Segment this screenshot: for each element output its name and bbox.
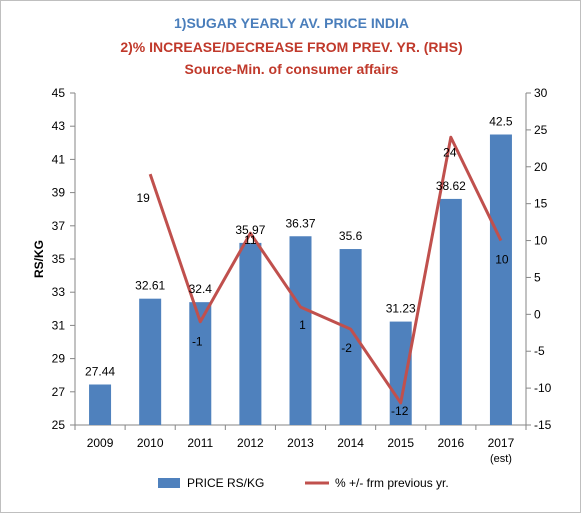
y2-tick-label: -15 (534, 418, 552, 432)
chart-title-line-3: Source-Min. of consumer affairs (184, 61, 399, 77)
price-bar (439, 198, 462, 425)
y-tick-label: 39 (52, 186, 66, 200)
price-data-label: 32.4 (189, 282, 213, 296)
y-tick-label: 35 (52, 252, 66, 266)
pct-data-label: 24 (443, 145, 457, 159)
price-bar (339, 249, 362, 425)
y-tick-label: 27 (52, 385, 66, 399)
price-data-label: 27.44 (85, 364, 115, 378)
price-data-label: 36.37 (285, 216, 315, 230)
price-data-label: 35.97 (235, 223, 265, 237)
pct-data-label: 10 (495, 253, 509, 267)
y2-tick-label: 10 (534, 234, 548, 248)
legend-bar-label: PRICE RS/KG (187, 476, 264, 490)
y-axis-title: RS/KG (32, 240, 46, 278)
pct-change-line (148, 135, 503, 405)
pct-data-label: 11 (244, 233, 257, 247)
y2-tick-label: -5 (534, 344, 545, 358)
y-tick-label: 33 (52, 285, 66, 299)
x-tick-label: 2015 (387, 436, 414, 450)
price-bar (289, 236, 312, 425)
x-tick-label: 2016 (437, 436, 464, 450)
price-bar (489, 134, 512, 425)
x-tick-label: 2009 (87, 436, 114, 450)
y-tick-label: 31 (52, 318, 66, 332)
price-bar (389, 321, 412, 425)
price-bar (139, 298, 162, 425)
y-tick-label: 25 (52, 418, 66, 432)
price-data-label: 38.62 (436, 179, 466, 193)
pct-data-label: -2 (341, 341, 352, 355)
price-bar (189, 302, 212, 425)
legend-bar-swatch (158, 478, 180, 488)
x-tick-label: 2012 (237, 436, 264, 450)
x-tick-sublabel: (est) (490, 453, 512, 465)
y2-tick-label: 15 (534, 197, 548, 211)
price-bar (239, 242, 262, 425)
y-tick-label: 43 (52, 119, 66, 133)
pct-data-label: -1 (192, 335, 203, 349)
x-tick-label: 2011 (187, 436, 213, 450)
pct-data-label: 19 (136, 191, 150, 205)
legend-line-label: % +/- frm previous yr. (335, 476, 449, 490)
y2-tick-label: 0 (534, 307, 541, 321)
y-tick-label: 45 (52, 86, 66, 100)
chart-title-line-2: 2)% INCREASE/DECREASE FROM PREV. YR. (RH… (120, 39, 463, 55)
price-data-label: 35.6 (339, 229, 363, 243)
y2-tick-label: 20 (534, 160, 548, 174)
x-tick-label: 2010 (137, 436, 164, 450)
y2-tick-label: 30 (534, 86, 548, 100)
y-tick-label: 37 (52, 219, 66, 233)
pct-data-label: 1 (299, 318, 306, 332)
price-data-label: 32.61 (135, 279, 165, 293)
x-tick-label: 2013 (287, 436, 314, 450)
y-tick-label: 41 (52, 152, 66, 166)
x-tick-label: 2014 (337, 436, 364, 450)
chart-title-line-1: 1)SUGAR YEARLY AV. PRICE INDIA (174, 15, 409, 31)
price-bar (89, 384, 112, 425)
x-tick-label: 2017 (488, 436, 515, 450)
price-data-label: 42.5 (489, 115, 513, 129)
y-tick-label: 29 (52, 352, 66, 366)
price-data-label: 31.23 (386, 302, 416, 316)
pct-data-label: -12 (391, 404, 409, 418)
y2-tick-label: 5 (534, 270, 541, 284)
y2-tick-label: 25 (534, 123, 548, 137)
y2-tick-label: -10 (534, 381, 552, 395)
